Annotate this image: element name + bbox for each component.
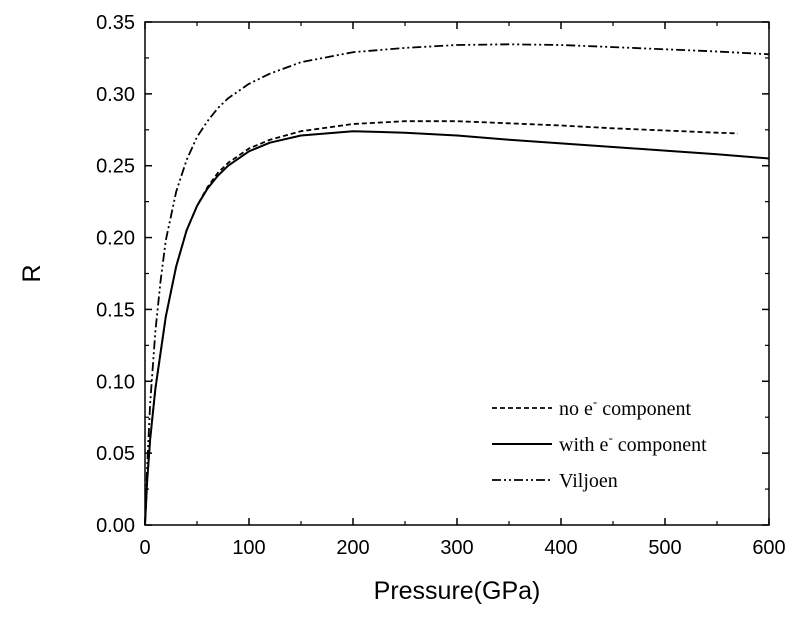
y-tick-label: 0.10 xyxy=(96,371,135,393)
y-tick-label: 0.05 xyxy=(96,443,135,465)
x-axis-label: Pressure(GPa) xyxy=(374,577,541,605)
y-tick-label: 0.35 xyxy=(96,12,135,34)
series-line-2 xyxy=(144,130,770,526)
x-tick-label: 400 xyxy=(544,537,577,559)
y-axis-label: R xyxy=(18,264,46,282)
legend: no e- component with e- component Viljoen xyxy=(492,394,707,492)
legend-label: no e- component xyxy=(559,394,692,420)
y-tick-label: 0.25 xyxy=(96,156,135,178)
legend-label: Viljoen xyxy=(559,470,618,492)
y-tick-label: 0.15 xyxy=(96,299,135,321)
y-tick-label: 0.30 xyxy=(96,84,135,106)
series-line-1 xyxy=(144,120,738,526)
y-tick-label: 0.00 xyxy=(96,515,135,537)
legend-label: with e- component xyxy=(559,430,707,456)
x-tick-label: 600 xyxy=(752,537,785,559)
axis-ticks: 0 100 200 300 400 500 600 0.00 0.05 0.10 0.15 0.20 0… xyxy=(96,12,786,559)
series-line-3 xyxy=(144,43,770,526)
x-tick-label: 500 xyxy=(648,537,681,559)
x-tick-label: 0 xyxy=(139,537,150,559)
x-tick-label: 100 xyxy=(232,537,265,559)
series-layer xyxy=(144,43,770,526)
y-tick-label: 0.20 xyxy=(96,228,135,250)
x-tick-label: 200 xyxy=(336,537,369,559)
x-tick-label: 300 xyxy=(440,537,473,559)
